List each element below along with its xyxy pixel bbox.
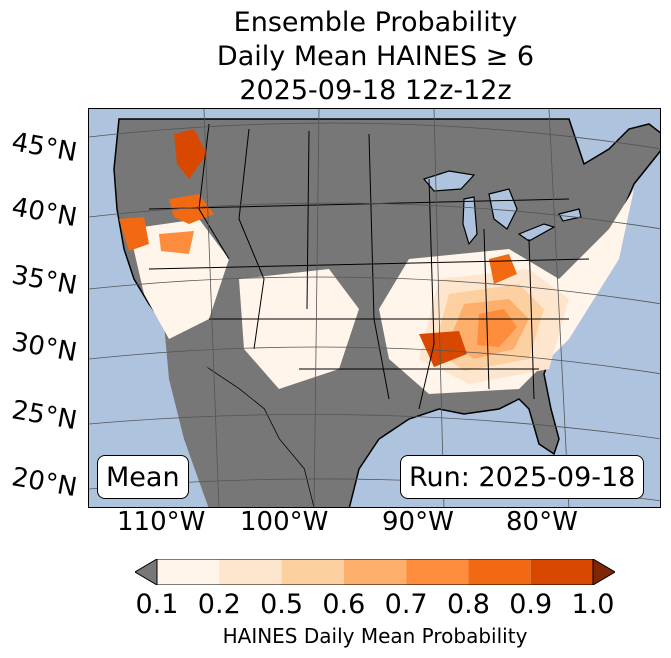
lat-label-40: 40°N [9,192,80,234]
colorbar-tick-label: 0.1 [135,589,179,620]
state-borders [148,123,590,410]
colorbar-tick-label: 0.5 [260,589,304,620]
title-line-2: Daily Mean HAINES ≥ 6 [216,41,535,72]
colorbar-cell [468,559,531,585]
colorbar-tick-label: 0.8 [446,589,490,620]
stat-box: Mean [97,455,189,499]
lon-label-80: 80°W [506,507,578,537]
colorbar-cell [343,559,407,585]
colorbar-tick-label: 0.9 [509,589,553,620]
lat-label-45: 45°N [9,127,80,169]
lat-label-35: 35°N [9,260,80,302]
lon-label-90: 90°W [382,507,454,537]
lat-label-20: 20°N [9,462,80,504]
colorbar-cell [219,559,282,585]
colorbar-cell [530,559,593,585]
probability-map [88,108,661,508]
graticule [89,109,660,507]
lon-label-100: 100°W [240,507,329,537]
colorbar-tick-label: 0.7 [384,589,428,620]
title-line-1: Ensemble Probability [233,7,518,38]
colorbar-label: HAINES Daily Mean Probability [222,624,528,648]
great-lakes [422,170,582,246]
lat-label-25: 25°N [9,395,80,437]
colorbar-tick-label: 1.0 [571,589,615,620]
lat-label-30: 30°N [9,327,80,369]
colorbar [135,559,615,585]
probability-field [119,129,634,394]
colorbar-cell [157,559,220,585]
title-line-3: 2025-09-18 12z-12z [239,75,512,106]
colorbar-cell [406,559,469,585]
colorbar-over-arrow [592,559,615,585]
map-svg [89,109,660,507]
colorbar-cell [281,559,344,585]
colorbar-tick-label: 0.2 [197,589,241,620]
lon-label-110: 110°W [117,507,206,537]
run-box: Run: 2025-09-18 [400,455,645,499]
colorbar-under-arrow [135,559,158,585]
colorbar-tick-label: 0.6 [322,589,366,620]
